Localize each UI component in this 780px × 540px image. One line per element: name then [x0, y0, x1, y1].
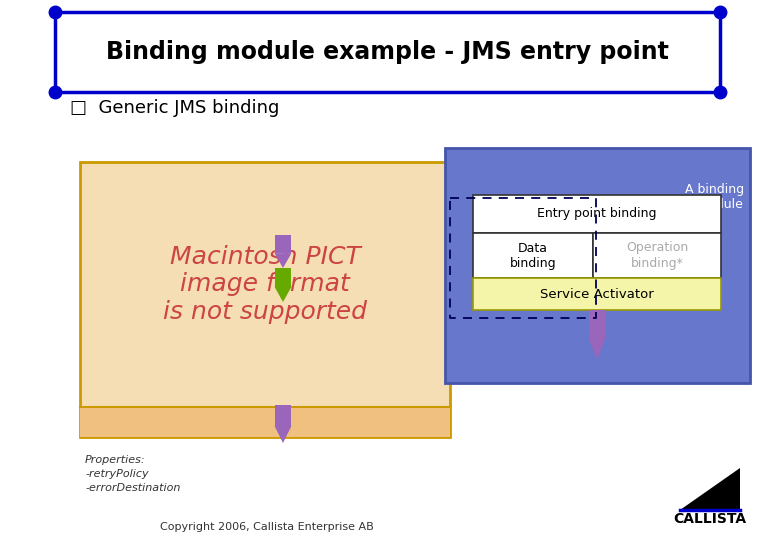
Text: Data
binding: Data binding	[509, 241, 556, 269]
Text: Copyright 2006, Callista Enterprise AB: Copyright 2006, Callista Enterprise AB	[160, 522, 374, 532]
Polygon shape	[275, 287, 292, 302]
Bar	[275, 235, 291, 253]
Bar	[445, 148, 750, 383]
Text: □  Generic JMS binding: □ Generic JMS binding	[70, 99, 279, 117]
Text: Operation
binding*: Operation binding*	[626, 241, 688, 269]
Bar	[275, 268, 291, 287]
Bar	[473, 195, 721, 233]
Text: CALLISTA: CALLISTA	[673, 512, 746, 526]
Text: Entry point binding: Entry point binding	[537, 207, 657, 220]
Bar	[593, 233, 721, 278]
Bar	[275, 405, 291, 426]
Bar	[80, 162, 450, 437]
Text: A binding
module: A binding module	[685, 183, 744, 211]
Bar	[55, 12, 720, 92]
Bar	[473, 233, 593, 278]
Bar	[80, 407, 450, 437]
Polygon shape	[588, 338, 605, 360]
Text: Properties:
-retryPolicy
-errorDestination: Properties: -retryPolicy -errorDestinati…	[85, 455, 180, 493]
Text: Binding module example - JMS entry point: Binding module example - JMS entry point	[106, 40, 669, 64]
Polygon shape	[680, 468, 740, 510]
Text: Macintosh PICT
image format
is not supported: Macintosh PICT image format is not suppo…	[163, 245, 367, 325]
Bar	[590, 310, 604, 338]
Polygon shape	[275, 426, 292, 443]
Bar	[473, 278, 721, 310]
Text: Service Activator: Service Activator	[540, 287, 654, 300]
Polygon shape	[275, 253, 292, 268]
